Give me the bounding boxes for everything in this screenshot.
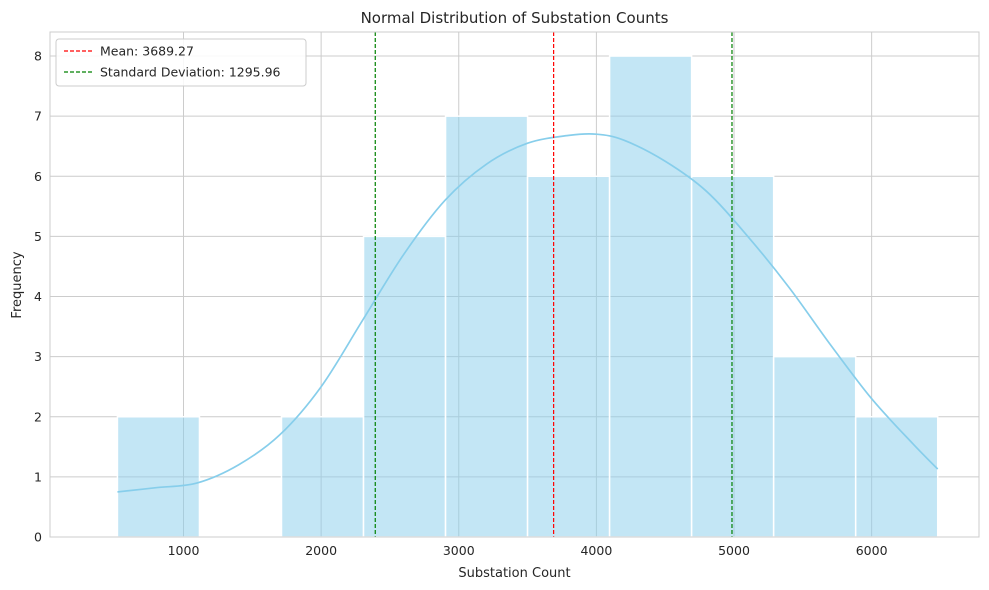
y-tick-label-4: 4 <box>34 289 42 304</box>
histogram-bar-9 <box>854 416 939 538</box>
histogram-bars <box>116 55 939 538</box>
legend: Mean: 3689.27 Standard Deviation: 1295.96 <box>55 38 307 87</box>
y-tick-label-2: 2 <box>34 409 42 424</box>
x-tick-label-2: 3000 <box>443 543 475 558</box>
y-tick-label-6: 6 <box>34 169 42 184</box>
histogram-bar-8 <box>772 355 857 538</box>
y-tick-label-5: 5 <box>34 229 42 244</box>
x-tick-label-1: 2000 <box>305 543 337 558</box>
legend-box <box>55 38 307 87</box>
x-tick-label-3: 4000 <box>580 543 612 558</box>
kde-curve <box>117 132 939 493</box>
reference-lines <box>374 32 733 537</box>
x-tick-label-5: 6000 <box>856 543 888 558</box>
legend-label-1: Standard Deviation: 1295.96 <box>100 65 281 80</box>
y-tick-label-8: 8 <box>34 49 42 64</box>
plot-frame <box>49 31 980 538</box>
legend-label-0: Mean: 3689.27 <box>100 44 194 59</box>
histogram-bar-3 <box>362 235 447 538</box>
histogram-bar-0 <box>116 416 201 538</box>
y-tick-labels: 0 1 2 3 4 5 6 7 8 <box>34 49 42 545</box>
y-axis-label: Frequency <box>10 251 25 318</box>
x-axis-label: Substation Count <box>458 566 570 581</box>
histogram-bar-7 <box>690 175 775 538</box>
histogram-bar-5 <box>526 175 611 538</box>
chart-title: Normal Distribution of Substation Counts <box>361 9 669 27</box>
histogram-bar-6 <box>608 55 693 538</box>
x-tick-labels: 1000 2000 3000 4000 5000 6000 <box>168 543 888 558</box>
y-tick-label-7: 7 <box>34 109 42 124</box>
histogram-bar-4 <box>444 115 529 538</box>
y-tick-label-1: 1 <box>34 469 42 484</box>
x-tick-label-4: 5000 <box>718 543 750 558</box>
histogram-bar-2 <box>280 416 365 538</box>
y-tick-label-0: 0 <box>34 530 42 545</box>
y-tick-label-3: 3 <box>34 349 42 364</box>
x-tick-label-0: 1000 <box>168 543 200 558</box>
